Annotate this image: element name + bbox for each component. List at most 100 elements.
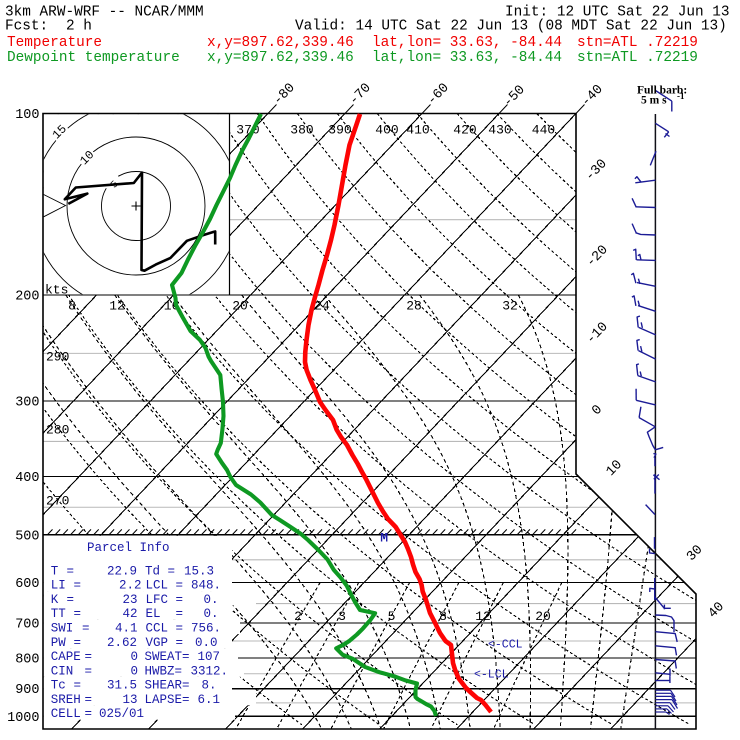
svg-text:800: 800 xyxy=(15,652,39,667)
svg-text:410: 410 xyxy=(406,123,429,138)
svg-text:430: 430 xyxy=(488,123,511,138)
svg-text:600: 600 xyxy=(15,577,39,592)
svg-text:=: = xyxy=(168,564,176,578)
svg-text:42: 42 xyxy=(123,607,138,621)
svg-text:=: = xyxy=(67,564,75,578)
svg-text:0: 0 xyxy=(131,664,139,678)
svg-text:SWEAT=: SWEAT= xyxy=(145,650,190,664)
svg-text:400: 400 xyxy=(15,471,39,486)
svg-text:TT: TT xyxy=(51,607,67,621)
svg-text:5 m s: 5 m s xyxy=(641,95,667,107)
svg-text:8: 8 xyxy=(439,609,447,624)
svg-text:x,y=897.62,339.46: x,y=897.62,339.46 xyxy=(207,50,354,66)
svg-text:Full barb:: Full barb: xyxy=(637,85,687,97)
svg-text:Dewpoint temperature: Dewpoint temperature xyxy=(7,50,180,66)
svg-text:=: = xyxy=(176,607,184,621)
svg-text:280: 280 xyxy=(46,423,69,438)
svg-text:Fcst:: Fcst: xyxy=(5,19,48,35)
svg-text:EL: EL xyxy=(146,607,161,621)
svg-text:1000: 1000 xyxy=(7,711,39,726)
svg-text:2.62: 2.62 xyxy=(107,636,137,650)
svg-text:stn=ATL .72219: stn=ATL .72219 xyxy=(577,35,698,51)
svg-text:200: 200 xyxy=(15,290,39,305)
svg-text:stn=ATL .72219: stn=ATL .72219 xyxy=(577,50,698,66)
svg-text:=: = xyxy=(67,593,75,607)
svg-text:x,y=897.62,339.46: x,y=897.62,339.46 xyxy=(207,35,354,51)
svg-text:SHEAR=: SHEAR= xyxy=(145,679,190,693)
svg-text:3km ARW-WRF -- NCAR/MMM: 3km ARW-WRF -- NCAR/MMM xyxy=(5,4,204,20)
svg-text:3: 3 xyxy=(338,609,346,624)
svg-text:28: 28 xyxy=(406,299,422,314)
svg-text:Valid: 14 UTC Sat 22 Jun 13 (: Valid: 14 UTC Sat 22 Jun 13 (08 MDT Sat … xyxy=(295,19,727,35)
svg-text:LCL: LCL xyxy=(146,579,169,593)
svg-text:LI: LI xyxy=(51,579,66,593)
svg-text:=: = xyxy=(85,664,93,678)
svg-text:380: 380 xyxy=(290,123,313,138)
svg-text:=: = xyxy=(74,636,82,650)
svg-text:CCL: CCL xyxy=(146,622,169,636)
svg-text:23: 23 xyxy=(123,593,138,607)
svg-text:T: T xyxy=(51,564,59,578)
svg-text:100: 100 xyxy=(15,108,39,123)
svg-text:0.: 0. xyxy=(204,593,219,607)
svg-text:Temperature: Temperature xyxy=(7,35,102,51)
svg-text:20: 20 xyxy=(232,299,248,314)
svg-text:756.: 756. xyxy=(191,622,221,636)
svg-text:400: 400 xyxy=(375,123,398,138)
svg-text:900: 900 xyxy=(15,683,39,698)
svg-text:Td: Td xyxy=(145,564,160,578)
svg-text:390: 390 xyxy=(328,123,351,138)
svg-text:LFC: LFC xyxy=(146,593,169,607)
svg-text:CELL: CELL xyxy=(51,707,81,721)
svg-text:5: 5 xyxy=(388,609,396,624)
svg-text:lat,lon= 33.63, -84.44: lat,lon= 33.63, -84.44 xyxy=(372,35,562,51)
svg-text:=: = xyxy=(176,622,184,636)
svg-text:Init: 12 UTC Sat 22 Jun 13: Init: 12 UTC Sat 22 Jun 13 xyxy=(505,4,730,20)
svg-text:24: 24 xyxy=(314,299,330,314)
svg-text:22.9: 22.9 xyxy=(107,564,137,578)
svg-text:SREH: SREH xyxy=(51,693,81,707)
svg-text:6.1: 6.1 xyxy=(198,693,221,707)
svg-text:15.3: 15.3 xyxy=(184,564,214,578)
svg-text:0: 0 xyxy=(131,650,139,664)
svg-text:=: = xyxy=(176,593,184,607)
svg-text:107: 107 xyxy=(198,650,221,664)
svg-text:CAPE: CAPE xyxy=(51,650,81,664)
svg-text:420: 420 xyxy=(453,123,476,138)
svg-text:Tc: Tc xyxy=(51,679,66,693)
svg-text:300: 300 xyxy=(15,396,39,411)
svg-text:=: = xyxy=(85,650,93,664)
svg-text:2 h: 2 h xyxy=(66,19,92,35)
svg-text:=: = xyxy=(74,679,82,693)
svg-text:025/01: 025/01 xyxy=(99,707,144,721)
svg-text:12: 12 xyxy=(109,299,125,314)
svg-text:CIN: CIN xyxy=(51,664,74,678)
svg-text:M: M xyxy=(380,530,388,545)
svg-text:13: 13 xyxy=(123,693,138,707)
svg-text:4.1: 4.1 xyxy=(115,622,138,636)
svg-text:440: 440 xyxy=(532,123,555,138)
svg-text:500: 500 xyxy=(15,529,39,544)
svg-text:0.: 0. xyxy=(204,607,219,621)
svg-text:=: = xyxy=(74,607,82,621)
svg-text:Parcel Info: Parcel Info xyxy=(87,541,170,555)
svg-text:HWBZ=: HWBZ= xyxy=(145,664,183,678)
svg-text:0.0: 0.0 xyxy=(195,636,218,650)
svg-text:=: = xyxy=(85,693,93,707)
svg-text:<-CCL: <-CCL xyxy=(488,639,523,652)
svg-text:LAPSE=: LAPSE= xyxy=(145,693,190,707)
svg-text:kts: kts xyxy=(45,283,68,298)
svg-text:8: 8 xyxy=(68,299,76,314)
svg-text:700: 700 xyxy=(15,617,39,632)
svg-text:848.: 848. xyxy=(191,579,221,593)
svg-text:K: K xyxy=(51,593,59,607)
svg-text:lat,lon= 33.63, -84.44: lat,lon= 33.63, -84.44 xyxy=(372,50,562,66)
svg-text:2: 2 xyxy=(294,609,302,624)
svg-text:=: = xyxy=(176,636,184,650)
svg-text:SWI: SWI xyxy=(51,622,74,636)
svg-text:=: = xyxy=(82,622,90,636)
svg-text:8.: 8. xyxy=(202,679,217,693)
svg-text:=: = xyxy=(85,707,93,721)
svg-text:2.2: 2.2 xyxy=(119,579,142,593)
svg-text:290: 290 xyxy=(46,350,69,365)
